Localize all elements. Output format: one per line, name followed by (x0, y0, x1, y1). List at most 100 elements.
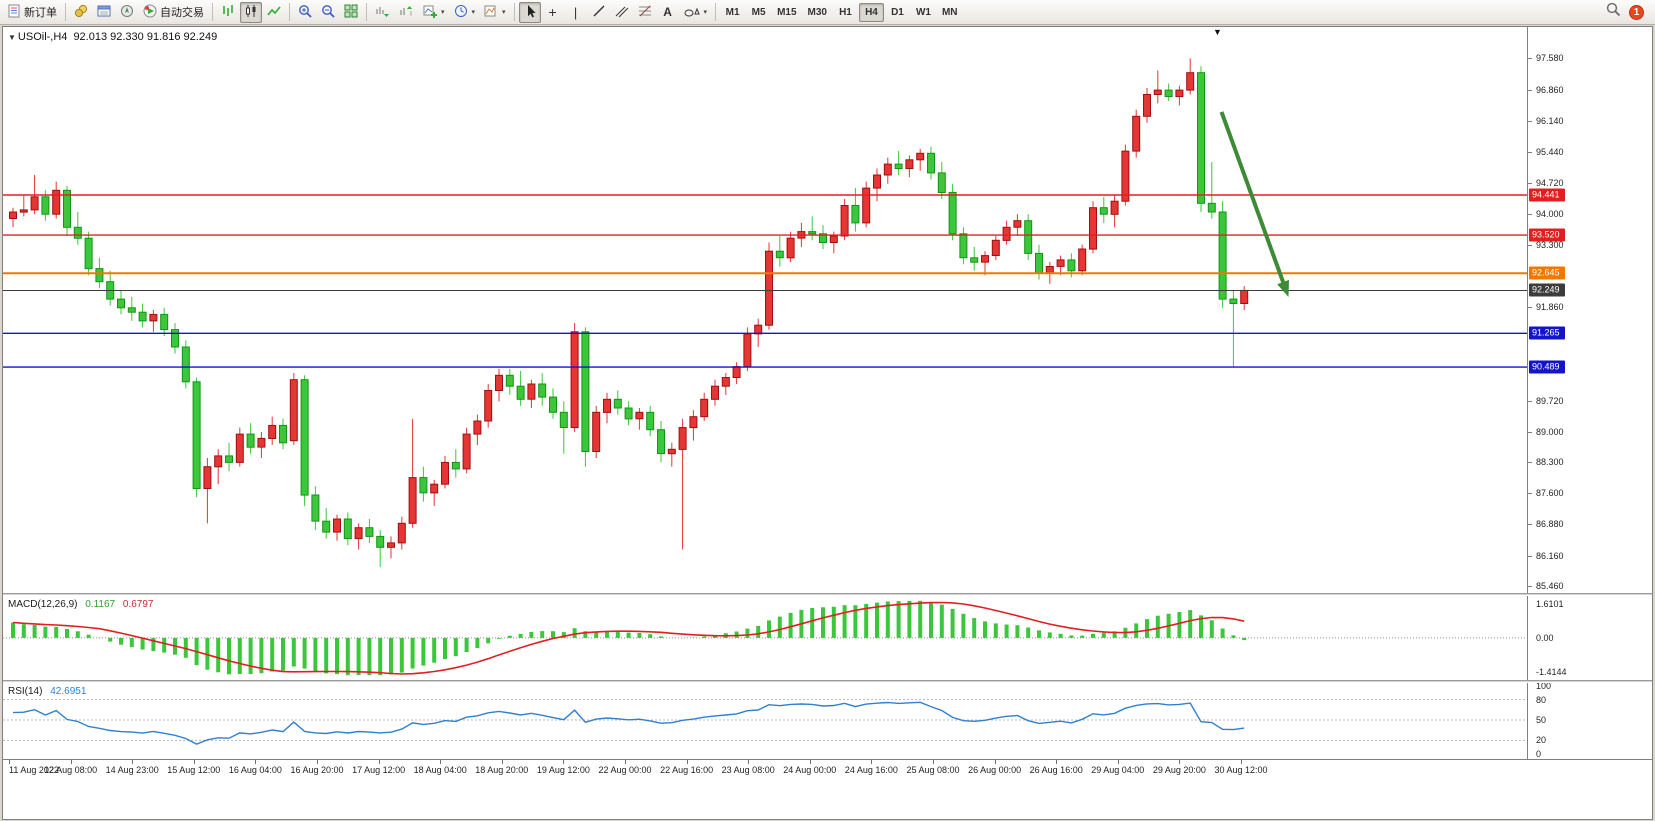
pane-separator-rsi[interactable] (3, 680, 1652, 683)
new-chart-button[interactable]: ▾ (419, 2, 449, 23)
periods-button[interactable]: ▾ (450, 2, 480, 23)
macd-name: MACD(12,26,9) (8, 599, 78, 610)
toolbar-separator (513, 3, 515, 21)
time-axis-label: 18 Aug 20:00 (475, 765, 529, 775)
pane-separator-macd[interactable] (3, 593, 1652, 596)
dropdown-arrow-icon: ▾ (441, 9, 445, 16)
bar-chart-icon (221, 4, 235, 21)
search-icon[interactable] (1606, 2, 1621, 22)
price-axis-tick (1528, 307, 1532, 309)
window-bottom-filler (3, 779, 1652, 819)
time-axis-tick (193, 760, 195, 764)
market-watch-button[interactable] (70, 2, 92, 23)
time-axis-tick (70, 760, 72, 764)
price-axis-label: 88.300 (1536, 457, 1564, 468)
price-axis-label: 85.460 (1536, 581, 1564, 592)
time-axis-label: 30 Aug 12:00 (1214, 765, 1268, 775)
vertical-line-icon: | (573, 4, 578, 20)
data-window-icon (97, 4, 111, 21)
price-axis-label: 94.720 (1536, 177, 1564, 188)
trendline-tool-button[interactable] (588, 2, 610, 23)
rsi-scale-label: 20 (1536, 735, 1547, 746)
macd-canvas[interactable] (3, 596, 1527, 680)
time-axis-tick (809, 760, 811, 764)
price-axis-tick (1528, 586, 1532, 588)
market-watch-icon (74, 4, 88, 21)
time-axis-tick (9, 760, 10, 764)
price-axis-label: 89.720 (1536, 395, 1564, 406)
time-axis-label: 12 Aug 08:00 (44, 765, 98, 775)
autotrading-button[interactable]: 自动交易 (139, 2, 208, 23)
macd-scale-label: -1.4144 (1536, 667, 1567, 677)
time-axis-tick (1241, 760, 1242, 764)
rsi-scale-label: 80 (1536, 694, 1547, 705)
templates-button[interactable]: ▾ (480, 2, 510, 23)
cursor-tool-button[interactable] (518, 1, 541, 23)
timeframe-m15-button[interactable]: M15 (772, 3, 801, 22)
timeframe-m5-button[interactable]: M5 (746, 3, 771, 22)
price-axis-label: 93.300 (1536, 239, 1564, 250)
symbol-dropdown-icon[interactable]: ▼ (8, 33, 16, 42)
chart-shift-end-marker[interactable]: ▼ (1213, 27, 1222, 37)
navigator-button[interactable] (116, 2, 138, 23)
toolbar-separator (65, 3, 66, 21)
candlestick-chart-button[interactable] (240, 1, 262, 23)
timeframe-mn-button[interactable]: MN (937, 3, 963, 22)
tile-windows-button[interactable] (340, 2, 362, 23)
vline-tool-button[interactable]: | (565, 2, 587, 23)
autotrading-icon (143, 4, 157, 21)
auto-scroll-button[interactable] (371, 2, 394, 23)
price-chart-canvas[interactable] (3, 27, 1527, 593)
text-tool-button[interactable]: A (657, 2, 679, 23)
new-order-button[interactable]: 新订单 (3, 2, 61, 23)
time-axis-tick (563, 760, 565, 764)
timeframe-w1-button[interactable]: W1 (911, 3, 936, 22)
price-axis-label: 86.160 (1536, 550, 1564, 561)
price-axis-label: 97.580 (1536, 53, 1564, 64)
price-axis[interactable]: 97.580 96.860 96.140 95.440 94.720 94.000 93.3… (1527, 27, 1652, 819)
time-axis-tick (440, 760, 442, 764)
time-axis-label: 29 Aug 04:00 (1091, 765, 1145, 775)
zoom-out-button[interactable] (317, 2, 339, 23)
time-axis[interactable]: 11 Aug 2022 12 Aug 08:00 14 Aug 23:00 15 Au… (3, 759, 1652, 779)
rsi-scale-label: 50 (1536, 715, 1547, 725)
time-axis-tick (994, 760, 996, 764)
main-toolbar: 新订单 自动交易 ▾ ▾ (0, 0, 1655, 25)
notification-badge[interactable]: 1 (1629, 4, 1644, 20)
timeframe-m30-button[interactable]: M30 (803, 3, 832, 22)
shapes-tool-button[interactable]: ▾ (680, 2, 712, 23)
bar-chart-button[interactable] (217, 2, 239, 23)
line-chart-icon (267, 4, 281, 21)
timeframe-m1-button[interactable]: M1 (720, 3, 745, 22)
price-axis-tick (1528, 89, 1532, 91)
price-axis-tick (1528, 524, 1532, 526)
time-axis-tick (255, 760, 257, 764)
time-axis-label: 26 Aug 00:00 (968, 765, 1022, 775)
timeframe-d1-button[interactable]: D1 (885, 3, 910, 22)
timeframe-h1-button[interactable]: H1 (833, 3, 858, 22)
autotrading-label: 自动交易 (160, 7, 204, 19)
time-axis-label: 15 Aug 12:00 (167, 765, 221, 775)
time-axis-tick (933, 760, 934, 764)
zoom-in-button[interactable] (294, 2, 316, 23)
rsi-canvas[interactable] (3, 683, 1527, 759)
chart-shift-button[interactable] (395, 2, 418, 23)
macd-scale-label: 0.00 (1536, 632, 1554, 643)
text-tool-icon: A (663, 5, 672, 19)
dropdown-arrow-icon: ▾ (502, 9, 506, 16)
price-axis-tick (1528, 58, 1532, 60)
timeframe-h4-button[interactable]: H4 (858, 2, 884, 22)
time-axis-tick (1117, 760, 1119, 764)
crosshair-tool-button[interactable]: + (542, 2, 564, 23)
line-chart-button[interactable] (263, 2, 285, 23)
data-window-button[interactable] (93, 2, 115, 23)
chart-title-ohlc: 92.013 92.330 91.816 92.249 (73, 31, 218, 43)
channel-tool-button[interactable] (611, 2, 633, 23)
time-axis-label: 25 Aug 08:00 (906, 765, 960, 775)
clock-icon (454, 4, 468, 21)
price-axis-tick (1528, 182, 1532, 184)
pivot-line-tag: 92.645 (1529, 266, 1565, 280)
price-axis-tick (1528, 214, 1532, 216)
rsi-scale-label: 0 (1536, 749, 1542, 759)
fibonacci-tool-button[interactable] (634, 2, 656, 23)
